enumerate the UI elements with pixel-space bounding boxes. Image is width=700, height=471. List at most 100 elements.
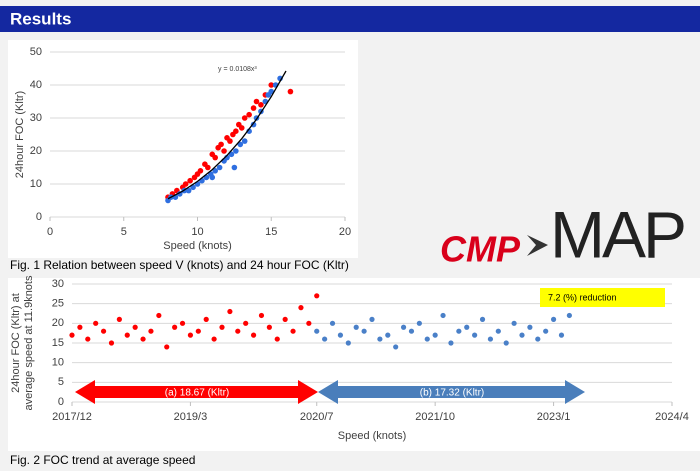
point [203,316,209,322]
point [93,320,99,326]
point [85,336,91,342]
y-tick-label: 30 [30,112,42,124]
point [108,340,115,346]
point [329,320,336,326]
x-axis-label: Speed (knots) [163,240,231,252]
point [408,328,415,334]
point [100,328,107,334]
point [266,324,272,330]
point [290,328,296,334]
point [182,181,189,187]
point [241,115,248,121]
y-axis-label: 24hour FOC (Kltr) [14,91,26,178]
period-arrow [75,380,318,404]
caption: Fig. 2 FOC trend at average speed [10,453,195,467]
point [195,328,201,334]
point [479,316,486,322]
y-tick-label: 0 [58,396,64,408]
point [535,336,541,342]
point [377,336,383,342]
point [69,332,75,338]
highlight-box [540,288,665,307]
point [212,168,218,174]
point [258,102,264,108]
caption: Fig. 1 Relation between speed V (knots) … [10,258,349,272]
point [314,293,320,299]
period-arrow [318,380,585,404]
y-axis-label: average speed at 11.9knots [23,275,35,410]
point [337,332,344,338]
header-bar [0,6,700,32]
point [187,332,194,338]
point [268,82,275,88]
y-tick-label: 20 [52,317,64,329]
point [265,92,272,98]
annotation: (a) 18.67 (Kltr) [165,388,229,399]
point [197,168,204,174]
y-tick-label: 40 [30,79,42,91]
point [231,164,238,171]
point [298,305,304,311]
point [472,332,478,338]
point [219,324,225,330]
point [212,154,218,161]
annotation: (b) 17.32 (Kltr) [420,388,484,399]
point [227,138,233,144]
x-tick-label: 20 [339,226,351,238]
point [185,187,192,194]
y-tick-label: 15 [52,337,64,349]
point [209,174,216,181]
point [187,177,193,184]
x-tick-label: 2017/12 [52,411,92,423]
point [566,312,572,319]
point [246,111,252,118]
y-tick-label: 30 [52,278,64,290]
point [227,308,233,315]
annotation: y = 0.0108x³ [218,66,257,73]
point [400,324,407,330]
point [250,332,257,338]
point [250,105,257,111]
logo-arrow [527,235,548,256]
point [164,344,170,350]
point [361,328,367,334]
y-axis-label: 24hour FOC (Kltr) at [10,293,22,393]
point [233,148,239,154]
point [416,320,422,326]
point [156,312,162,319]
y-tick-label: 20 [30,145,42,157]
point [345,340,351,346]
x-tick-label: 2020/7 [300,411,334,423]
point [241,138,248,144]
point [253,98,260,105]
point [243,320,249,326]
point [233,128,239,134]
point [132,324,138,330]
point [124,332,130,338]
point [148,328,154,334]
point [369,316,375,322]
y-tick-label: 50 [30,46,42,58]
point [543,328,549,334]
x-tick-label: 15 [265,226,277,238]
point [172,324,178,330]
point [216,164,223,171]
point [558,332,565,338]
x-tick-label: 2019/3 [174,411,208,423]
point [456,328,462,334]
point [274,336,280,342]
point [238,125,245,131]
point [314,328,320,334]
point [77,324,83,330]
point [353,324,359,330]
point [306,320,312,326]
point [322,336,328,342]
point [116,316,122,322]
point [464,324,470,330]
point [237,141,244,148]
point [385,332,391,338]
point [440,312,446,319]
x-tick-label: 2021/10 [415,411,455,423]
logo-left: CMP [440,229,521,270]
